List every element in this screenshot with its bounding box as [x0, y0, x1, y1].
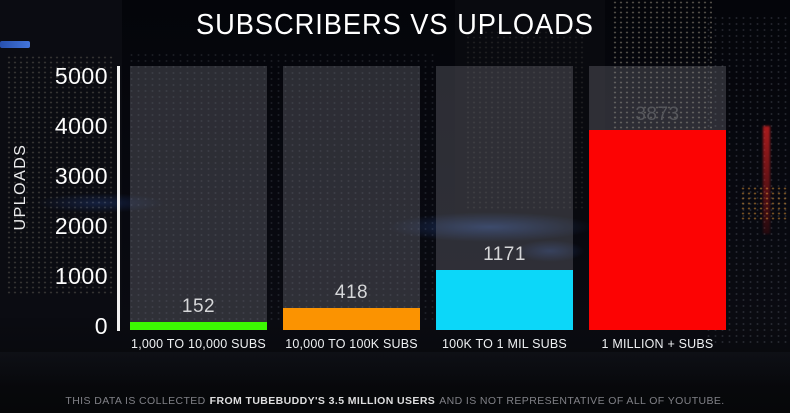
bar-3: [436, 270, 573, 330]
bar-track: 418: [283, 66, 420, 330]
building-silhouette-center-right: [455, 0, 605, 230]
category-label: 10,000 TO 100K SUBS: [285, 337, 418, 351]
bar-column: 1171 100K TO 1 MIL SUBS: [436, 66, 573, 356]
bar-chart-plot: 152 1,000 TO 10,000 SUBS 418 10,000 TO 100K…: [130, 66, 726, 356]
disclaimer-emphasis: FROM TUBEBUDDY'S 3.5 MILLION USERS: [209, 395, 436, 407]
bar-value-label: 3873: [635, 104, 680, 125]
chart-title: SUBSCRIBERS VS UPLOADS: [196, 9, 594, 41]
bar-4: [589, 130, 726, 330]
category-label: 1,000 TO 10,000 SUBS: [131, 337, 266, 351]
building-silhouette-left: [0, 0, 122, 318]
y-axis-line: [117, 66, 120, 331]
bar-1: [130, 322, 267, 330]
bar-value-label: 1171: [483, 244, 526, 265]
bar-value-label: 152: [181, 296, 216, 317]
y-tick-label: 0: [94, 313, 108, 339]
bridge-blue-glow: [385, 212, 595, 242]
y-axis-ticks: 0 1000 2000 3000 4000 5000: [0, 0, 108, 360]
bridge-blue-glow-left: [35, 193, 165, 213]
bar-track: 1171: [436, 66, 573, 330]
bar-column: 418 10,000 TO 100K SUBS: [283, 66, 420, 356]
y-tick-label: 4000: [54, 113, 108, 139]
y-tick-label: 5000: [54, 63, 108, 89]
category-label: 100K TO 1 MIL SUBS: [442, 337, 567, 351]
bar-value-label: 418: [334, 282, 369, 303]
category-label: 1 MILLION + SUBS: [601, 337, 714, 351]
bar-track: 3873: [589, 66, 726, 330]
bar-2: [283, 308, 420, 330]
bar-column: 3873 1 MILLION + SUBS: [589, 66, 726, 356]
building-windows-left: [6, 55, 114, 295]
water-reflection: [0, 352, 790, 386]
building-windows-center-right: [465, 30, 585, 210]
y-tick-label: 2000: [54, 213, 108, 239]
blue-light-strip: [0, 41, 30, 48]
red-light-streak: [763, 126, 770, 234]
disclaimer-text-pre: THIS DATA IS COLLECTED: [65, 395, 206, 407]
warm-window-lights: [740, 186, 788, 222]
bar-column: 152 1,000 TO 10,000 SUBS: [130, 66, 267, 356]
y-tick-label: 3000: [54, 163, 108, 189]
disclaimer: THIS DATA IS COLLECTED FROM TUBEBUDDY'S 3…: [0, 395, 790, 407]
building-windows-center: [128, 52, 438, 322]
blue-glow-lower: [515, 240, 585, 262]
y-tick-label: 1000: [54, 263, 108, 289]
bar-track: 152: [130, 66, 267, 330]
disclaimer-text-post: AND IS NOT REPRESENTATIVE OF ALL OF YOUT…: [439, 395, 725, 407]
